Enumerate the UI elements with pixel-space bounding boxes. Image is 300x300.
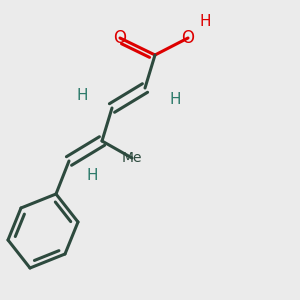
Text: Me: Me: [122, 151, 142, 165]
Text: H: H: [199, 14, 211, 29]
Text: H: H: [169, 92, 181, 107]
Text: O: O: [113, 29, 127, 47]
Text: O: O: [182, 29, 194, 47]
Text: H: H: [76, 88, 88, 104]
Text: H: H: [86, 167, 98, 182]
